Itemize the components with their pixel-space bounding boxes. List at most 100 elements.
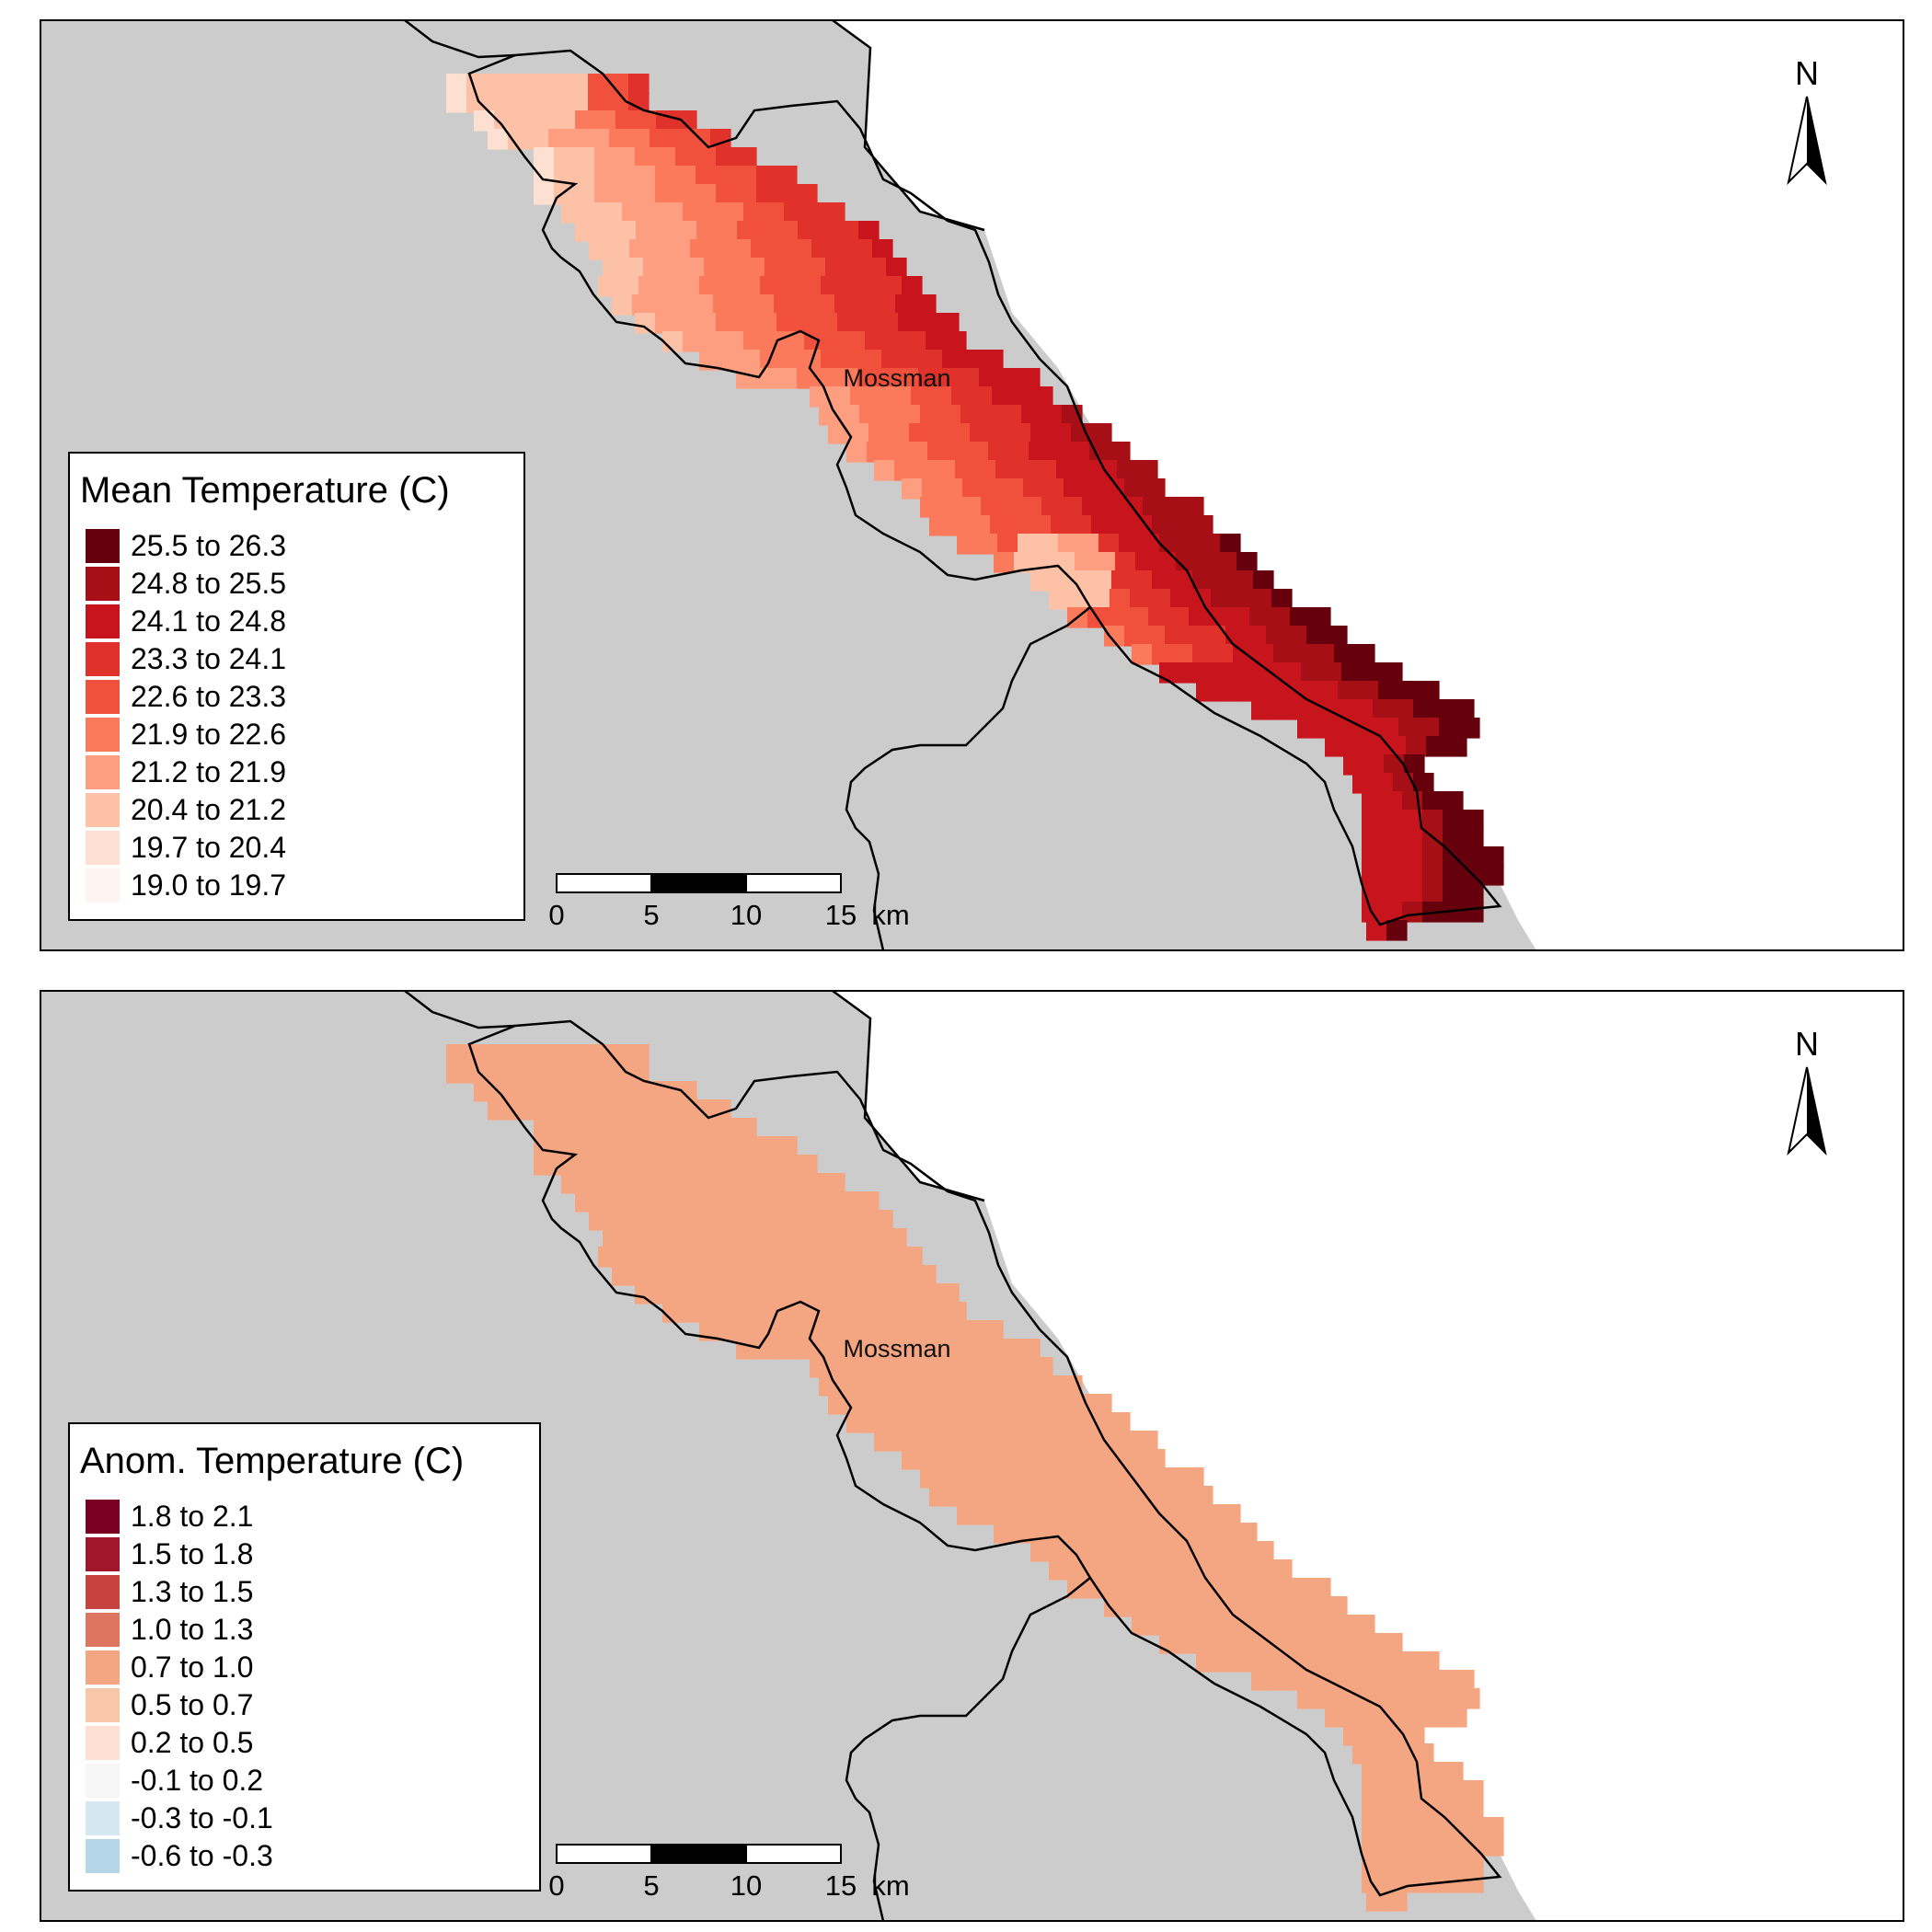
grid-cell (1341, 1633, 1363, 1654)
grid-cell (736, 1118, 757, 1139)
grid-cell (1062, 497, 1083, 518)
grid-cell (589, 1099, 610, 1121)
grid-cell (608, 1044, 629, 1065)
grid-cell (1378, 681, 1399, 702)
grid-cell (771, 239, 792, 260)
grid-cell (935, 1431, 956, 1452)
grid-cell (595, 110, 616, 132)
grid-cell (703, 1173, 724, 1194)
grid-cell (1130, 589, 1151, 610)
grid-cell (1382, 810, 1403, 831)
grid-cell (1144, 626, 1166, 647)
grid-cell (837, 368, 858, 389)
grid-cell (555, 110, 576, 132)
grid-cell (1032, 1357, 1053, 1378)
grid-cell (1172, 570, 1193, 592)
grid-cell (1054, 1523, 1075, 1544)
grid-cell (1251, 1559, 1272, 1581)
grid-cell (638, 1247, 660, 1268)
grid-cell (1064, 478, 1085, 500)
grid-cell (889, 1394, 910, 1415)
grid-cell (548, 1099, 569, 1121)
grid-cell (743, 202, 765, 224)
grid-cell (655, 313, 676, 334)
grid-cell (1049, 1559, 1070, 1581)
grid-cell (1422, 1817, 1443, 1838)
grid-cell (841, 1320, 862, 1341)
grid-cell (1314, 1615, 1335, 1636)
grid-cell (905, 1302, 926, 1323)
grid-cell (659, 276, 680, 297)
grid-cell (1422, 791, 1443, 812)
grid-cell (922, 350, 943, 371)
grid-cell (861, 1247, 882, 1268)
grid-cell (632, 294, 653, 316)
grid-cell (804, 202, 825, 224)
grid-cell (663, 258, 684, 279)
grid-cell (881, 1320, 903, 1341)
grid-cell (753, 294, 775, 316)
legend-label: -0.6 to -0.3 (131, 1839, 273, 1872)
grid-cell (938, 368, 960, 389)
grid-cell (1095, 552, 1116, 573)
grid-cell (946, 1302, 967, 1323)
grid-cell (927, 442, 949, 463)
grid-cell (975, 1431, 996, 1452)
grid-cell (1152, 1541, 1173, 1562)
grid-cell (719, 276, 741, 297)
grid-cell (929, 423, 950, 444)
grid-cell (574, 1136, 595, 1157)
grid-cell (662, 1302, 684, 1323)
grid-cell (1402, 883, 1423, 904)
grid-cell (757, 1191, 778, 1213)
grid-cell (1443, 1854, 1464, 1875)
grid-cell (1010, 423, 1031, 444)
grid-cell (1422, 810, 1443, 831)
legend-items: 25.5 to 26.3 24.8 to 25.5 24.1 to 24.8 23.3… (86, 529, 286, 903)
grid-cell (595, 221, 616, 242)
grid-cell (1091, 515, 1112, 536)
grid-cell (1297, 1688, 1318, 1709)
grid-cell (737, 221, 758, 242)
grid-cell (1216, 681, 1237, 702)
grid-cell (1384, 754, 1405, 776)
grid-cell (1402, 865, 1423, 886)
grid-cell (1310, 607, 1331, 628)
grid-cell (487, 1063, 508, 1084)
grid-cell (855, 294, 876, 316)
grid-cell (940, 497, 961, 518)
grid-cell (886, 258, 907, 279)
grid-cell (1363, 1725, 1385, 1746)
grid-cell (1446, 1707, 1467, 1728)
grid-cell (534, 147, 555, 168)
grid-cell (1115, 552, 1136, 573)
grid-cell (1176, 552, 1197, 573)
grid-cell (655, 184, 676, 205)
grid-cell (615, 221, 637, 242)
grid-cell (977, 534, 998, 555)
grid-cell (1382, 791, 1403, 812)
grid-cell (1172, 1486, 1193, 1507)
grid-cell (845, 258, 867, 279)
grid-cell (951, 1357, 972, 1378)
grid-cell (699, 1247, 720, 1268)
grid-cell (534, 1155, 555, 1176)
grid-cell (949, 1486, 971, 1507)
grid-cell (1257, 681, 1278, 702)
grid-cell (794, 294, 815, 316)
grid-cell (819, 1375, 840, 1397)
grid-cell (845, 1228, 867, 1249)
grid-cell (743, 331, 765, 352)
grid-cell (895, 1265, 916, 1286)
grid-cell (1054, 552, 1075, 573)
grid-cell (575, 1191, 596, 1213)
grid-cell (1246, 1596, 1267, 1617)
grid-cell (949, 515, 971, 536)
grid-cell (920, 1467, 941, 1489)
grid-cell (1132, 570, 1153, 592)
grid-cell (1010, 1394, 1031, 1415)
grid-cell (1281, 662, 1302, 684)
scale-tick-5: 5 (643, 1869, 659, 1902)
grid-cell (1231, 1559, 1252, 1581)
grid-cell (990, 1394, 1011, 1415)
